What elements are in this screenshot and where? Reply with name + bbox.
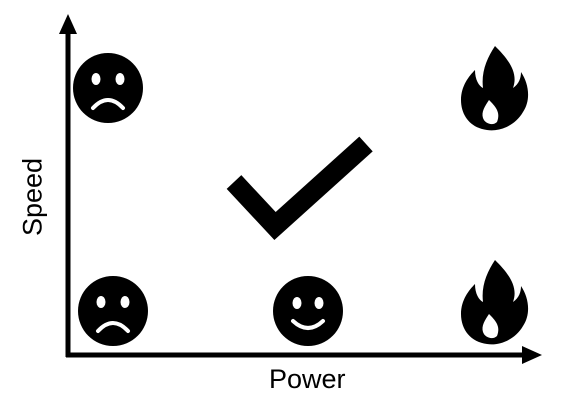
checkmark-icon	[226, 136, 373, 241]
sad-face-icon	[78, 276, 148, 346]
x-axis-arrowhead	[522, 346, 542, 364]
x-axis-label: Power	[269, 364, 346, 394]
smiley-face-icon	[273, 276, 343, 346]
fire-icon	[461, 260, 529, 345]
sad-face-icon	[73, 53, 143, 123]
y-axis-label: Speed	[17, 157, 48, 237]
y-axis	[59, 14, 77, 357]
x-axis	[66, 346, 542, 364]
y-axis-arrowhead	[59, 14, 77, 34]
fire-icon	[461, 46, 529, 131]
